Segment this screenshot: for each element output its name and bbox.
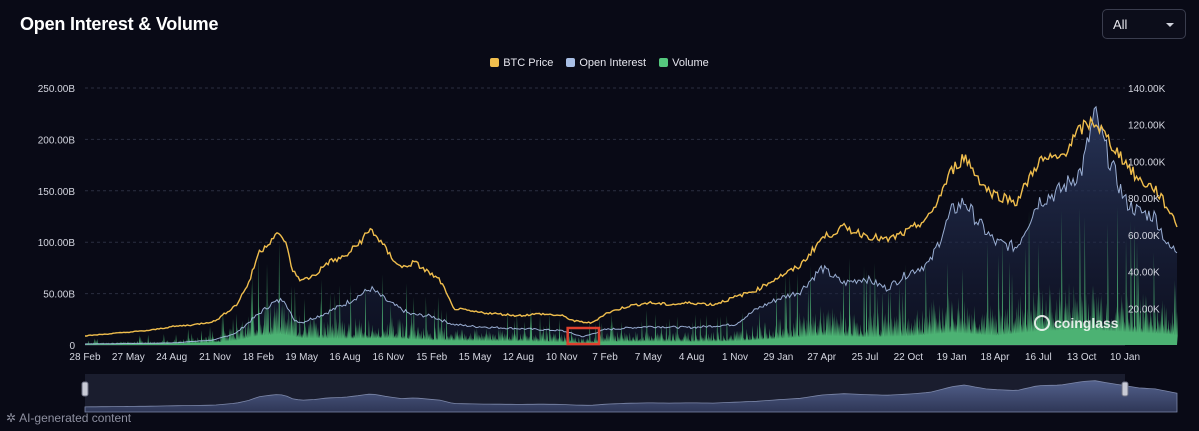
x-tick-label: 19 May <box>285 352 318 363</box>
navigator-handle-right[interactable] <box>1121 381 1129 397</box>
y-right-tick-label: 20.00K <box>1128 304 1160 315</box>
x-tick-label: 15 May <box>459 352 492 363</box>
y-right-tick-label: 100.00K <box>1128 157 1166 168</box>
x-tick-label: 24 Aug <box>156 352 187 363</box>
navigator-series <box>84 380 1178 413</box>
x-tick-label: 16 Jul <box>1025 352 1052 363</box>
x-tick-label: 19 Jan <box>937 352 967 363</box>
open-interest-line <box>84 105 1178 345</box>
series-lines <box>84 105 1178 346</box>
x-tick-label: 10 Jan <box>1110 352 1140 363</box>
y-left-tick-label: 50.00B <box>43 290 75 301</box>
series-areas <box>85 106 1178 345</box>
x-tick-label: 28 Feb <box>69 352 101 363</box>
axis-labels: 0 50.00B 100.00B 150.00B 200.00B 250.00B 20.00… <box>38 84 1166 363</box>
x-tick-label: 7 May <box>635 352 662 363</box>
y-right-tick-label: 120.00K <box>1128 121 1166 132</box>
y-right-tick-label: 140.00K <box>1128 84 1166 95</box>
sparkle-icon: ✲ <box>6 411 17 425</box>
y-left-tick-label: 0 <box>69 341 75 352</box>
y-right-tick-label: 40.00K <box>1128 268 1160 279</box>
x-tick-label: 18 Apr <box>981 352 1011 363</box>
x-tick-label: 18 Feb <box>243 352 275 363</box>
ai-generated-note: ✲ AI-generated content <box>6 411 131 425</box>
y-left-tick-label: 250.00B <box>38 84 76 95</box>
chevron-down-icon <box>1166 23 1174 27</box>
open-interest-swatch <box>566 58 576 67</box>
watermark-text: coinglass <box>1054 315 1119 331</box>
highlight-box <box>566 326 601 346</box>
y-left-tick-label: 200.00B <box>38 135 76 146</box>
y-left-tick-label: 150.00B <box>38 187 76 198</box>
x-tick-label: 21 Nov <box>199 352 231 363</box>
x-tick-label: 4 Aug <box>679 352 705 363</box>
x-tick-label: 10 Nov <box>546 352 578 363</box>
chart-legend: BTC Price Open Interest Volume <box>0 57 1199 69</box>
coinglass-watermark: coinglass <box>1034 315 1119 331</box>
x-tick-label: 25 Jul <box>852 352 879 363</box>
legend-label-btc-price: BTC Price <box>503 57 554 69</box>
x-tick-label: 12 Aug <box>503 352 534 363</box>
open-interest-area <box>85 106 1177 345</box>
ai-generated-label: AI-generated content <box>19 411 132 425</box>
range-select-value: All <box>1113 17 1128 32</box>
navigator-handle-left[interactable] <box>81 381 89 397</box>
x-tick-label: 7 Feb <box>592 352 618 363</box>
legend-item-btc-price[interactable]: BTC Price <box>490 57 553 69</box>
coinglass-logo-icon <box>1034 315 1050 331</box>
volume-swatch <box>659 58 669 67</box>
x-tick-label: 27 Apr <box>807 352 837 363</box>
y-left-tick-label: 100.00B <box>38 238 76 249</box>
legend-label-open-interest: Open Interest <box>579 57 647 69</box>
x-tick-label: 22 Oct <box>894 352 924 363</box>
x-tick-label: 15 Feb <box>416 352 448 363</box>
x-tick-label: 16 Nov <box>372 352 404 363</box>
range-select[interactable]: All <box>1102 9 1186 39</box>
btc-price-line <box>85 115 1178 337</box>
x-tick-label: 27 May <box>112 352 145 363</box>
volume-area <box>85 205 1178 345</box>
x-tick-label: 1 Nov <box>722 352 748 363</box>
legend-label-volume: Volume <box>672 57 709 69</box>
x-tick-label: 16 Aug <box>329 352 360 363</box>
legend-item-open-interest[interactable]: Open Interest <box>566 57 646 69</box>
range-navigator[interactable] <box>81 374 1178 413</box>
x-tick-label: 29 Jan <box>763 352 793 363</box>
page-title: Open Interest & Volume <box>20 14 219 34</box>
x-tick-label: 13 Oct <box>1067 352 1097 363</box>
y-right-tick-label: 80.00K <box>1128 194 1160 205</box>
btc-price-swatch <box>490 58 500 67</box>
y-right-tick-label: 60.00K <box>1128 231 1160 242</box>
legend-item-volume[interactable]: Volume <box>659 57 709 69</box>
